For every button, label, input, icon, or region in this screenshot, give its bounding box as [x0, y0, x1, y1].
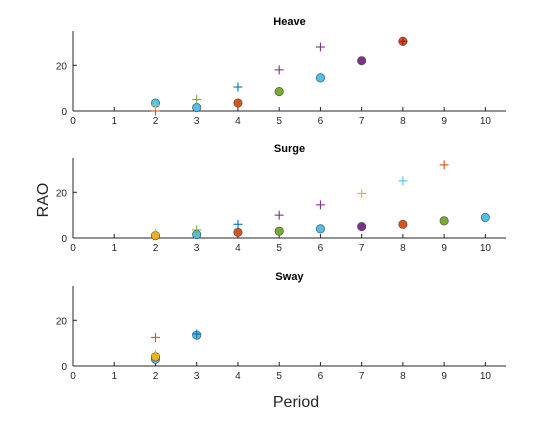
- x-tick-label: 7: [359, 371, 365, 382]
- x-tick-label: 9: [441, 371, 447, 382]
- x-tick-label: 10: [480, 243, 492, 254]
- x-tick-label: 7: [359, 116, 365, 127]
- data-point-circle: [274, 87, 284, 97]
- x-tick-label: 2: [153, 371, 159, 382]
- data-point-plus: [192, 329, 202, 339]
- data-point-plus: [398, 176, 408, 186]
- data-point-plus: [233, 219, 243, 229]
- data-point-plus: [150, 228, 160, 238]
- x-tick-label: 4: [235, 371, 241, 382]
- subplot-surge: Surge 0 1 2 3 4 5 6 7 8 9 10 0 20: [56, 143, 506, 254]
- x-tick-label: 5: [276, 243, 282, 254]
- y-tick-label: 20: [56, 316, 68, 327]
- data-point-plus: [192, 95, 202, 105]
- x-tick-label: 6: [318, 116, 324, 127]
- data-point-plus: [398, 36, 408, 46]
- subplot-heave: Heave 0 1 2 3 4 5 6 7 8 9 10 0 20: [56, 16, 506, 127]
- subplot-title-heave: Heave: [273, 16, 305, 28]
- data-point-plus: [192, 225, 202, 235]
- data-point-plus: [357, 188, 367, 198]
- data-point-circle: [274, 226, 284, 236]
- y-tick-label: 0: [61, 234, 67, 245]
- data-point-circle: [233, 98, 243, 108]
- x-tick-label: 9: [441, 116, 447, 127]
- x-tick-label: 7: [359, 243, 365, 254]
- x-axis-label: Period: [273, 394, 319, 411]
- x-tick-label: 1: [111, 371, 117, 382]
- data-point-circle: [357, 56, 367, 66]
- x-tick-label: 2: [153, 243, 159, 254]
- subplot-sway: Sway 0 1 2 3 4 5 6 7 8 9 10 0 20: [56, 271, 506, 382]
- data-point-plus: [274, 65, 284, 75]
- data-point-plus: [233, 82, 243, 92]
- data-point-plus: [439, 160, 449, 170]
- data-point-plus: [150, 100, 160, 110]
- data-point-circle: [192, 103, 202, 113]
- data-point-plus: [150, 350, 160, 360]
- x-tick-label: 5: [276, 371, 282, 382]
- x-tick-label: 8: [400, 371, 406, 382]
- y-tick-label: 0: [61, 362, 67, 373]
- x-tick-label: 6: [318, 371, 324, 382]
- y-tick-label: 20: [56, 61, 68, 72]
- data-point-circle: [480, 212, 490, 222]
- x-tick-label: 6: [318, 243, 324, 254]
- data-point-circle: [357, 222, 367, 232]
- x-tick-label: 1: [111, 243, 117, 254]
- data-point-circle: [233, 227, 243, 237]
- x-tick-label: 10: [480, 116, 492, 127]
- x-tick-label: 9: [441, 243, 447, 254]
- x-tick-label: 3: [194, 116, 200, 127]
- subplot-title-surge: Surge: [274, 143, 305, 155]
- data-point-circle: [315, 224, 325, 234]
- x-tick-label: 10: [480, 371, 492, 382]
- y-axis-label: RAO: [35, 183, 52, 218]
- x-tick-label: 4: [235, 116, 241, 127]
- data-point-plus: [315, 200, 325, 210]
- x-tick-label: 8: [400, 243, 406, 254]
- subplot-title-sway: Sway: [275, 271, 304, 283]
- x-tick-label: 4: [235, 243, 241, 254]
- y-tick-label: 0: [61, 107, 67, 118]
- x-tick-label: 2: [153, 116, 159, 127]
- data-point-plus: [150, 332, 160, 342]
- x-tick-label: 1: [111, 116, 117, 127]
- x-tick-label: 3: [194, 371, 200, 382]
- data-point-plus: [315, 42, 325, 52]
- x-tick-label: 0: [70, 243, 76, 254]
- x-tick-label: 5: [276, 116, 282, 127]
- x-tick-label: 3: [194, 243, 200, 254]
- data-point-circle: [439, 216, 449, 226]
- x-tick-label: 0: [70, 116, 76, 127]
- x-tick-label: 0: [70, 371, 76, 382]
- x-tick-label: 8: [400, 116, 406, 127]
- data-point-circle: [398, 219, 408, 229]
- data-point-circle: [315, 73, 325, 83]
- data-point-plus: [274, 210, 284, 220]
- y-tick-label: 20: [56, 188, 68, 199]
